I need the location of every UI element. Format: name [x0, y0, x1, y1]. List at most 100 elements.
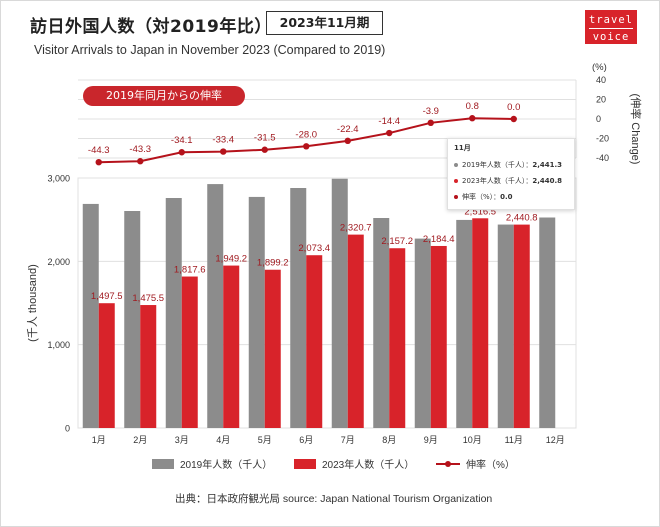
- x-tick-label: 6月: [299, 435, 313, 445]
- bar-2023-data-label: 1,497.5: [91, 291, 123, 302]
- bar-y-tick-label: 1,000: [47, 340, 70, 350]
- growth-rate-point: [137, 158, 144, 165]
- growth-rate-data-label: 0.0: [507, 102, 520, 113]
- bar-2019: [497, 224, 514, 428]
- line-unit-label: (%): [592, 62, 607, 73]
- growth-rate-data-label: 0.8: [466, 101, 479, 112]
- legend-label-2023: 2023年人数（千人）: [322, 458, 414, 471]
- line-y-axis-title: (伸率 Change): [629, 94, 643, 165]
- bar-2023-data-label: 2,440.8: [506, 213, 538, 224]
- growth-rate-point: [386, 129, 393, 137]
- bar-2023: [347, 234, 364, 428]
- growth-rate-data-label: -22.4: [337, 124, 359, 135]
- bar-2023-data-label: 2,320.7: [340, 223, 372, 234]
- x-tick-label: 2月: [133, 435, 147, 445]
- bar-2019: [539, 217, 556, 428]
- bar-2023: [264, 269, 281, 428]
- bar-2023-data-label: 1,899.2: [257, 258, 289, 269]
- x-tick-label: 12月: [546, 435, 565, 445]
- growth-rate-data-label: -43.3: [129, 144, 151, 155]
- chart-title: 訪日外国人数（対2019年比）: [30, 17, 272, 37]
- bar-2023: [430, 245, 447, 428]
- x-tick-label: 9月: [424, 435, 438, 445]
- tooltip-label-growth: 伸率（%）：: [462, 193, 501, 201]
- line-y-tick-label: -20: [596, 134, 609, 144]
- tooltip-dot-2019: [454, 163, 458, 167]
- legend-label-growth: 伸率（%）: [466, 458, 515, 471]
- growth-rate-data-label: -3.9: [423, 106, 439, 117]
- bar-2019: [331, 178, 348, 428]
- bar-2023-data-label: 1,475.5: [132, 293, 164, 304]
- bar-2019: [456, 219, 473, 428]
- bar-2023: [472, 218, 489, 428]
- x-tick-label: 10月: [463, 435, 482, 445]
- bar-2019: [82, 203, 99, 428]
- x-tick-label: 5月: [258, 435, 272, 445]
- growth-rate-data-label: -33.4: [212, 135, 234, 146]
- growth-rate-point: [303, 143, 310, 150]
- bar-2019: [290, 188, 307, 428]
- bar-y-tick-label: 0: [65, 424, 70, 434]
- growth-rate-point: [95, 158, 102, 166]
- tooltip-dot-2023: [454, 179, 458, 183]
- tooltip-label-2023: 2023年人数（千人）：: [462, 177, 533, 185]
- growth-rate-badge: 2019年同月からの伸率: [83, 86, 245, 106]
- tooltip-row-2023: 2023年人数（千人）： 2,440.8: [454, 176, 568, 186]
- x-tick-label: 3月: [175, 435, 189, 445]
- growth-rate-data-label: -31.5: [254, 133, 276, 144]
- line-y-tick-label: 40: [596, 75, 606, 85]
- bar-2019: [414, 238, 431, 428]
- bar-2019: [165, 198, 182, 428]
- bar-2023: [181, 276, 198, 428]
- legend-marker-growth: [445, 461, 451, 467]
- growth-rate-data-label: -28.0: [295, 129, 317, 140]
- line-y-tick-label: 20: [596, 95, 606, 105]
- bar-y-tick-label: 3,000: [47, 174, 70, 184]
- period-badge: 2023年11月期: [266, 11, 383, 35]
- bar-2019: [248, 196, 265, 428]
- tooltip-value-growth: 0.0: [500, 193, 513, 201]
- x-tick-label: 7月: [341, 435, 355, 445]
- tooltip-value-2019: 2,441.3: [532, 161, 562, 169]
- chart-subtitle: Visitor Arrivals to Japan in November 20…: [34, 43, 386, 57]
- x-tick-label: 8月: [382, 435, 396, 445]
- bar-2019: [207, 184, 224, 428]
- x-tick-label: 4月: [216, 435, 230, 445]
- bar-2023: [306, 255, 323, 428]
- bar-2023: [223, 265, 240, 428]
- growth-rate-data-label: -44.3: [88, 145, 110, 156]
- bar-2019: [124, 211, 141, 428]
- growth-rate-point: [469, 115, 476, 122]
- growth-rate-point: [427, 119, 434, 127]
- bar-2023: [140, 305, 157, 428]
- legend-swatch-2019: [152, 459, 174, 469]
- logo-text-2: voice: [589, 28, 633, 44]
- tooltip-title: 11月: [454, 144, 471, 152]
- line-y-tick-label: -40: [596, 153, 609, 163]
- tooltip-label-2019: 2019年人数（千人）：: [462, 161, 533, 169]
- bar-2023-data-label: 2,157.2: [381, 236, 413, 247]
- bar-2023: [389, 248, 406, 428]
- tooltip-row-2019: 2019年人数（千人）： 2,441.3: [454, 160, 568, 170]
- bar-y-tick-label: 2,000: [47, 257, 70, 267]
- growth-rate-point: [178, 149, 185, 156]
- legend-label-2019: 2019年人数（千人）: [180, 458, 272, 471]
- growth-rate-point: [344, 137, 351, 145]
- bar-2023-data-label: 2,516.5: [464, 206, 496, 217]
- bar-plot-area: [77, 177, 577, 429]
- tooltip-dot-growth: [454, 195, 458, 199]
- bar-2023: [98, 303, 115, 428]
- bar-2023-data-label: 1,817.6: [174, 265, 206, 276]
- bar-y-axis-title: (千人 thousand): [26, 264, 39, 342]
- logo-text-1: travel: [589, 14, 633, 26]
- legend-swatch-2023: [294, 459, 316, 469]
- growth-rate-point: [261, 146, 268, 153]
- travelvoice-logo: travel voice: [585, 10, 637, 44]
- bar-2023-data-label: 2,184.4: [423, 234, 455, 245]
- growth-rate-data-label: -34.1: [171, 135, 193, 146]
- growth-rate-point: [510, 115, 517, 123]
- bar-2023: [513, 224, 530, 428]
- bar-2023-data-label: 2,073.4: [298, 243, 330, 254]
- growth-rate-data-label: -14.4: [378, 116, 400, 127]
